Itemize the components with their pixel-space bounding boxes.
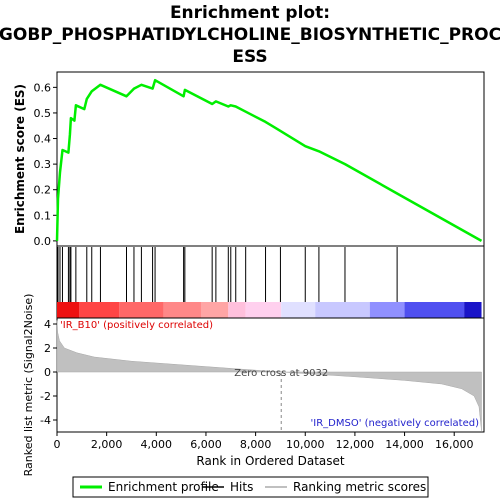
metric-y-axis-label: Ranked list metric (Signal2Noise) bbox=[22, 294, 35, 477]
gradient-segment bbox=[281, 302, 316, 318]
es-y-tick-label: 0.1 bbox=[34, 209, 52, 222]
metric-y-tick-label: 0 bbox=[44, 366, 51, 379]
legend-label: Ranking metric scores bbox=[293, 480, 426, 494]
gradient-segment bbox=[228, 302, 246, 318]
x-tick-label: 10,000 bbox=[286, 438, 325, 451]
ranking-metric-area bbox=[56, 320, 482, 431]
x-tick-label: 2,000 bbox=[91, 438, 123, 451]
gradient-segment bbox=[200, 302, 229, 318]
chart-title: Enrichment plot:GOBP_PHOSPHATIDYLCHOLINE… bbox=[0, 3, 500, 67]
x-axis-label: Rank in Ordered Dataset bbox=[196, 454, 344, 468]
metric-y-tick-label: -4 bbox=[40, 414, 51, 427]
gradient-segment bbox=[79, 302, 120, 318]
title-line: ESS bbox=[232, 47, 267, 67]
es-y-tick-label: 0.5 bbox=[34, 107, 52, 120]
title-line: Enrichment plot: bbox=[170, 3, 330, 23]
es-y-tick-label: 0.6 bbox=[34, 81, 52, 94]
negative-label: 'IR_DMSO' (negatively correlated) bbox=[311, 418, 480, 429]
x-tick-label: 12,000 bbox=[336, 438, 375, 451]
metric-y-tick-label: 2 bbox=[44, 342, 51, 355]
title-line: GOBP_PHOSPHATIDYLCHOLINE_BIOSYNTHETIC_PR… bbox=[0, 25, 500, 45]
metric-panel: Zero cross at 9032 'IR_B10' (positively c… bbox=[22, 294, 485, 477]
es-y-tick-label: 0.2 bbox=[34, 184, 52, 197]
x-tick-label: 8,000 bbox=[240, 438, 272, 451]
es-y-tick-label: 0.0 bbox=[34, 235, 52, 248]
x-tick-label: 6,000 bbox=[190, 438, 222, 451]
metric-y-tick-label: -2 bbox=[40, 390, 51, 403]
es-panel: 0.0 0.1 0.2 0.3 0.4 0.5 0.6 Enrichment score (E… bbox=[13, 71, 485, 248]
gradient-segment bbox=[315, 302, 370, 318]
es-y-tick-label: 0.4 bbox=[34, 133, 52, 146]
positive-label: 'IR_B10' (positively correlated) bbox=[60, 320, 213, 331]
x-tick-label: 4,000 bbox=[141, 438, 173, 451]
gradient-segment bbox=[245, 302, 282, 318]
x-tick-label: 0 bbox=[54, 438, 61, 451]
x-axis: 0 2,000 4,000 6,000 8,000 10,000 12,000 14,000 1… bbox=[54, 432, 474, 468]
enrichment-profile-line bbox=[55, 78, 483, 242]
legend-label: Hits bbox=[230, 480, 253, 494]
gradient-segment bbox=[119, 302, 164, 318]
es-y-tick-label: 0.3 bbox=[34, 158, 52, 171]
legend-label: Enrichment profile bbox=[108, 480, 219, 494]
metric-plot-frame bbox=[56, 317, 485, 433]
x-tick-label: 16,000 bbox=[435, 438, 474, 451]
gradient-segment bbox=[369, 302, 405, 318]
hits-panel bbox=[56, 245, 485, 319]
legend: Enrichment profile Hits Ranking metric sco… bbox=[72, 476, 429, 498]
legend-box bbox=[72, 476, 429, 498]
gradient-segment bbox=[163, 302, 201, 318]
metric-y-tick-label: 4 bbox=[44, 318, 51, 331]
gradient-segment bbox=[404, 302, 465, 318]
x-tick-label: 14,000 bbox=[385, 438, 424, 451]
es-y-axis-label: Enrichment score (ES) bbox=[13, 84, 27, 234]
gradient-segment bbox=[57, 302, 80, 318]
zero-cross-label: Zero cross at 9032 bbox=[234, 368, 328, 379]
es-plot-frame bbox=[56, 71, 485, 247]
gradient-segment bbox=[464, 302, 482, 318]
